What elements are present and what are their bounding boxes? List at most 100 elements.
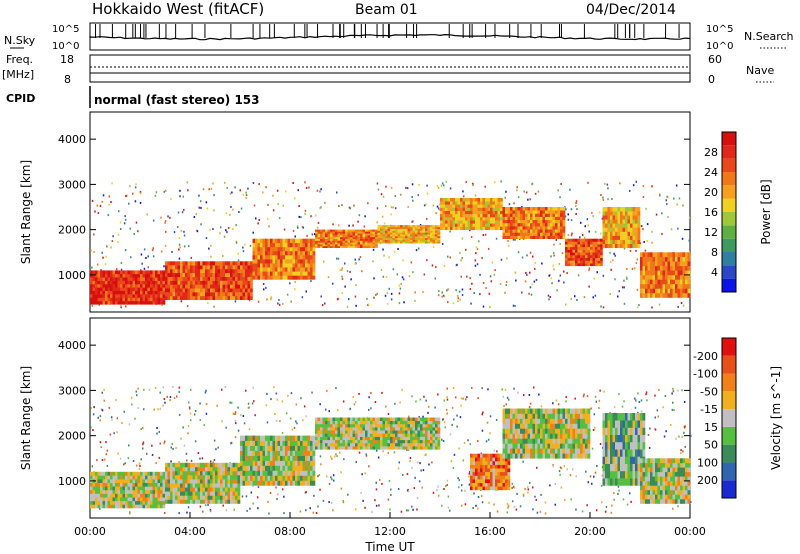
band-cell: [452, 213, 456, 218]
band-cell: [587, 241, 591, 245]
band-cell: [405, 225, 408, 228]
band-cell: [177, 487, 181, 492]
band-cell: [620, 227, 623, 232]
band-cell: [132, 287, 136, 291]
band-cell: [132, 493, 136, 498]
scatter-cell: [193, 413, 196, 416]
scatter-cell: [298, 205, 300, 207]
band-cell: [162, 290, 166, 295]
scatter-cell: [277, 203, 279, 206]
band-cell: [155, 300, 158, 305]
band-cell: [500, 198, 503, 202]
band-cell: [495, 201, 498, 205]
band-cell: [452, 226, 456, 230]
band-cell: [635, 231, 638, 236]
scatter-cell: [361, 270, 363, 273]
band-cell: [177, 491, 181, 496]
scatter-cell: [337, 257, 340, 260]
band-cell: [107, 475, 111, 480]
band-cell: [127, 277, 131, 281]
band-cell: [430, 232, 433, 235]
band-cell: [685, 270, 688, 276]
colorbar-tick-label: 4: [711, 266, 718, 279]
band-cell: [342, 236, 346, 239]
band-cell: [312, 255, 316, 260]
band-cell: [235, 487, 238, 492]
band-cell: [362, 238, 366, 241]
scatter-cell: [470, 236, 473, 238]
band-cell: [325, 231, 328, 234]
band-cell: [572, 252, 576, 256]
scatter-cell: [513, 505, 516, 508]
band-cell: [147, 486, 151, 491]
scatter-cell: [485, 287, 487, 289]
scatter-cell: [470, 302, 472, 305]
band-cell: [247, 261, 251, 266]
band-cell: [255, 267, 258, 272]
scatter-cell: [485, 440, 488, 443]
scatter-cell: [163, 398, 166, 400]
band-cell: [415, 237, 418, 240]
band-cell: [235, 288, 238, 293]
scatter-cell: [96, 204, 98, 207]
band-cell: [257, 238, 261, 244]
scatter-cell: [242, 250, 245, 253]
band-cell: [180, 475, 183, 480]
scatter-cell: [422, 291, 424, 293]
scatter-cell: [355, 304, 357, 307]
band-cell: [110, 270, 113, 275]
band-cell: [202, 462, 206, 468]
y-tick-label: 1000: [58, 269, 86, 282]
scatter-cell: [140, 253, 143, 256]
band-cell: [145, 280, 148, 285]
scatter-cell: [574, 397, 576, 400]
band-cell: [145, 273, 148, 278]
band-cell: [557, 219, 561, 224]
scatter-cell: [153, 408, 155, 411]
band-cell: [422, 241, 426, 244]
band-cell: [172, 470, 176, 476]
scatter-cell: [560, 467, 563, 470]
scatter-cell: [661, 232, 663, 235]
band-cell: [125, 300, 128, 305]
band-cell: [100, 475, 103, 480]
band-cell: [495, 217, 498, 221]
scatter-cell: [266, 298, 268, 301]
band-cell: [132, 475, 136, 480]
power-heatmap: [90, 180, 692, 309]
band-cell: [152, 493, 156, 498]
band-cell: [640, 256, 643, 262]
scatter-cell: [247, 187, 249, 190]
scatter-cell: [571, 232, 573, 235]
band-cell: [182, 269, 186, 274]
scatter-cell: [638, 304, 640, 307]
scatter-cell: [382, 275, 385, 278]
band-cell: [480, 217, 483, 221]
band-cell: [122, 500, 126, 505]
scatter-cell: [523, 190, 525, 193]
scatter-cell: [491, 261, 494, 264]
band-cell: [272, 271, 276, 276]
band-cell: [430, 239, 433, 242]
scatter-cell: [295, 420, 297, 423]
scatter-cell: [248, 299, 251, 302]
band-cell: [582, 252, 586, 256]
band-cell: [145, 270, 148, 275]
band-cell: [402, 232, 406, 235]
band-cell: [395, 236, 398, 239]
band-cell: [682, 256, 686, 262]
band-cell: [135, 504, 138, 509]
scatter-cell: [338, 205, 340, 207]
band-cell: [462, 226, 466, 230]
band-cell: [210, 495, 213, 500]
band-cell: [200, 491, 203, 496]
band-cell: [175, 261, 178, 266]
band-cell: [647, 270, 651, 276]
band-cell: [565, 249, 568, 253]
scatter-cell: [242, 415, 245, 417]
band-cell: [172, 276, 176, 281]
band-cell: [580, 238, 583, 242]
band-cell: [590, 257, 593, 261]
scatter-cell: [283, 495, 285, 498]
scatter-cell: [160, 216, 162, 219]
